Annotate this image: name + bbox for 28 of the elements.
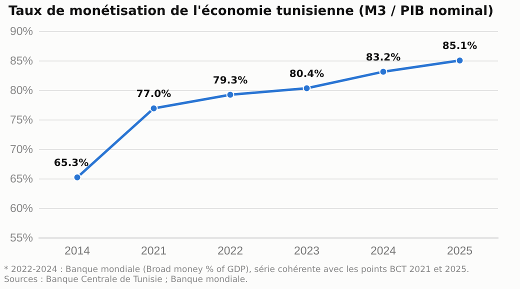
y-tick-label: 70% (10, 144, 34, 156)
data-label: 85.1% (442, 41, 478, 52)
text: * 2022-2024 : Banque mondiale (Broad money % of GDP), série cohérente avec les points BCT 2021 et 2025. (4, 265, 470, 275)
point (73, 173, 82, 182)
source-note: Sources : Banque Centrale de Tunisie ; Banque mondiale. (4, 275, 249, 285)
data-label: 77.0% (136, 88, 172, 100)
point (226, 90, 234, 99)
y-tick-label: 60% (10, 202, 34, 215)
data-label: 65.3% (54, 158, 89, 169)
data-label: 80.4% (289, 68, 324, 80)
point (379, 68, 388, 76)
point (150, 104, 158, 112)
y-tick-label: 90% (10, 26, 34, 38)
chart-title: Taux de monétisation de l'économie tunisienne (M3 / PIB nominal) (8, 4, 494, 20)
x-tick-label: 2014 (64, 245, 91, 258)
y-tick-label: 85% (10, 55, 34, 68)
data-label: 83.2% (366, 52, 401, 64)
x-tick-label: 2025 (446, 245, 473, 258)
point (302, 84, 311, 92)
x-tick-label: 2021 (140, 245, 167, 258)
y-tick-label: 80% (10, 84, 34, 97)
x-tick-label: 2022 (217, 245, 244, 258)
x-tick-label: 2023 (294, 245, 320, 258)
y-tick-label: 75% (10, 114, 34, 126)
y-tick-label: 65% (10, 173, 34, 186)
x-tick-label: 2024 (370, 245, 397, 258)
data-label: 79.3% (212, 75, 248, 86)
y-tick-label: 55% (10, 232, 34, 244)
